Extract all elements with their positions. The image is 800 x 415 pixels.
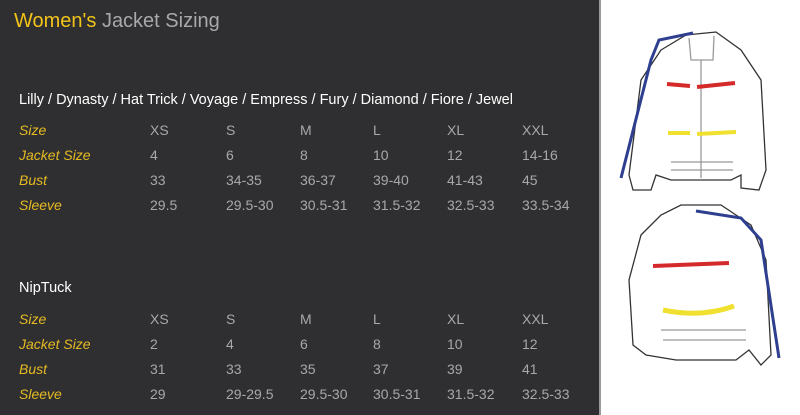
row-label: Bust bbox=[19, 172, 48, 188]
table-row: Jacket Size 4 6 8 10 12 14-16 bbox=[0, 147, 599, 167]
row-label: Bust bbox=[19, 361, 48, 377]
table-cell: 31.5-32 bbox=[447, 386, 495, 402]
bust-line-back bbox=[652, 261, 730, 268]
table-cell: 45 bbox=[522, 172, 538, 188]
table-row: Jacket Size 2 4 6 8 10 12 bbox=[0, 336, 599, 356]
table-cell: 36-37 bbox=[300, 172, 336, 188]
jacket-illustration bbox=[619, 31, 781, 366]
table-cell: 32.5-33 bbox=[447, 197, 495, 213]
table-cell: 29-29.5 bbox=[226, 386, 274, 402]
table-cell: 39 bbox=[447, 361, 463, 377]
table-cell: 12 bbox=[522, 336, 538, 352]
table-cell: 6 bbox=[300, 336, 308, 352]
bust-arrow-front bbox=[666, 81, 736, 89]
table-cell: M bbox=[300, 311, 312, 327]
table-row: Bust 33 34-35 36-37 39-40 41-43 45 bbox=[0, 172, 599, 192]
table-cell: L bbox=[373, 311, 381, 327]
table-cell: XXL bbox=[522, 311, 549, 327]
table-cell: 6 bbox=[226, 147, 234, 163]
table-cell: XS bbox=[150, 122, 169, 138]
table-cell: 33 bbox=[150, 172, 166, 188]
table-cell: L bbox=[373, 122, 381, 138]
row-label: Size bbox=[19, 122, 47, 138]
table-cell: 29 bbox=[150, 386, 166, 402]
table-cell: XL bbox=[447, 311, 465, 327]
waist-line-back bbox=[662, 303, 735, 316]
jacket-front-icon bbox=[628, 31, 767, 191]
table-cell: 41 bbox=[522, 361, 538, 377]
table-cell: 39-40 bbox=[373, 172, 409, 188]
sleeve-arrow-back bbox=[695, 209, 781, 359]
table-cell: 29.5-30 bbox=[300, 386, 348, 402]
table-cell: 29.5-30 bbox=[226, 197, 274, 213]
divider bbox=[599, 0, 601, 415]
table-cell: 10 bbox=[373, 147, 389, 163]
table-cell: 34-35 bbox=[226, 172, 262, 188]
table-cell: 35 bbox=[300, 361, 316, 377]
table-cell: XS bbox=[150, 311, 169, 327]
table-heading: Lilly / Dynasty / Hat Trick / Voyage / E… bbox=[19, 92, 513, 108]
table-heading: NipTuck bbox=[19, 280, 72, 296]
table-cell: 4 bbox=[226, 336, 234, 352]
table-cell: 10 bbox=[447, 336, 463, 352]
page-title: Women's Jacket Sizing bbox=[14, 10, 220, 33]
table-cell: 32.5-33 bbox=[522, 386, 570, 402]
table-cell: 8 bbox=[300, 147, 308, 163]
table-cell: XL bbox=[447, 122, 465, 138]
table-row: Size XS S M L XL XXL bbox=[0, 122, 599, 142]
table-row: Sleeve 29.5 29.5-30 30.5-31 31.5-32 32.5-33 33… bbox=[0, 197, 599, 217]
table-cell: XXL bbox=[522, 122, 549, 138]
table-cell: 8 bbox=[373, 336, 381, 352]
table-cell: S bbox=[226, 311, 236, 327]
table-cell: 37 bbox=[373, 361, 389, 377]
row-label: Sleeve bbox=[19, 197, 62, 213]
table-cell: 31 bbox=[150, 361, 166, 377]
table-cell: S bbox=[226, 122, 236, 138]
table-row: Bust 31 33 35 37 39 41 bbox=[0, 361, 599, 381]
table-cell: 29.5 bbox=[150, 197, 178, 213]
row-label: Sleeve bbox=[19, 386, 62, 402]
title-accent: Women's bbox=[14, 10, 97, 32]
table-cell: 30.5-31 bbox=[373, 386, 421, 402]
table-cell: 12 bbox=[447, 147, 463, 163]
table-cell: 33.5-34 bbox=[522, 197, 570, 213]
title-rest: Jacket Sizing bbox=[101, 10, 220, 32]
row-label: Jacket Size bbox=[19, 147, 91, 163]
waist-arrow-front bbox=[668, 130, 737, 136]
sizing-panel bbox=[0, 0, 599, 415]
row-label: Jacket Size bbox=[19, 336, 91, 352]
table-cell: 14-16 bbox=[522, 147, 558, 163]
row-label: Size bbox=[19, 311, 47, 327]
table-cell: 4 bbox=[150, 147, 158, 163]
sleeve-arrow-front bbox=[619, 31, 694, 179]
table-cell: 2 bbox=[150, 336, 158, 352]
table-cell: 30.5-31 bbox=[300, 197, 348, 213]
table-row: Sleeve 29 29-29.5 29.5-30 30.5-31 31.5-32 32.5… bbox=[0, 386, 599, 406]
table-cell: 33 bbox=[226, 361, 242, 377]
table-cell: 41-43 bbox=[447, 172, 483, 188]
table-row: Size XS S M L XL XXL bbox=[0, 311, 599, 331]
table-cell: M bbox=[300, 122, 312, 138]
table-cell: 31.5-32 bbox=[373, 197, 421, 213]
